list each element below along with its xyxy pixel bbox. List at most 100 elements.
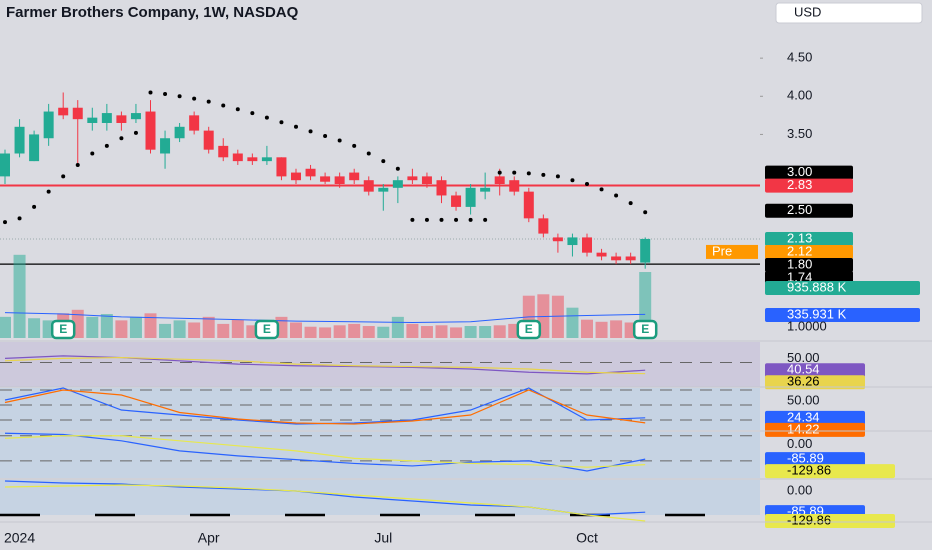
sar-dot bbox=[119, 136, 124, 141]
candle-body bbox=[145, 111, 156, 150]
indicator-line bbox=[4, 356, 646, 375]
chart-title: Farmer Brothers Company, 1W, NASDAQ bbox=[6, 4, 299, 21]
candle-body bbox=[567, 237, 578, 246]
sar-dot bbox=[206, 99, 211, 104]
volume-bar bbox=[129, 316, 142, 338]
sar-dot bbox=[643, 210, 648, 215]
earnings-icon bbox=[516, 319, 542, 340]
badge-label: 1.80 bbox=[787, 256, 812, 271]
sar-dot bbox=[294, 124, 298, 129]
sar-dot bbox=[381, 159, 386, 164]
sar-dot bbox=[468, 217, 473, 222]
badge-label: 3.00 bbox=[787, 164, 812, 179]
sar-dot bbox=[17, 216, 22, 221]
volume-ma bbox=[4, 312, 646, 323]
candle-body bbox=[582, 237, 592, 253]
sar-dot bbox=[366, 151, 371, 156]
sar-dot bbox=[483, 217, 488, 222]
price-badge bbox=[765, 178, 853, 193]
pre-tag bbox=[706, 244, 758, 259]
sar-dot bbox=[614, 193, 619, 198]
earnings-label: E bbox=[263, 322, 271, 336]
price-badge bbox=[765, 363, 865, 378]
price-badge bbox=[765, 203, 853, 218]
volume-bar bbox=[115, 320, 128, 338]
sar-dot bbox=[337, 138, 342, 143]
sar-dot bbox=[424, 217, 429, 222]
price-badge bbox=[765, 452, 865, 467]
currency-box[interactable] bbox=[775, 2, 923, 24]
badge-label: 335.931 K bbox=[787, 306, 847, 321]
sar-dot bbox=[439, 217, 444, 222]
price-badge bbox=[765, 308, 920, 322]
sar-dot bbox=[192, 96, 197, 101]
sar-dot bbox=[177, 94, 182, 99]
volume-bar bbox=[464, 326, 477, 338]
sar-dot bbox=[454, 217, 459, 222]
sar-dot bbox=[555, 174, 560, 179]
volume-bar bbox=[202, 316, 215, 338]
badge-label: 2.12 bbox=[787, 243, 812, 258]
candle-body bbox=[596, 252, 607, 257]
price-badge bbox=[765, 165, 853, 180]
volume-bar bbox=[100, 314, 113, 338]
sar-dot bbox=[570, 178, 575, 183]
candle-body bbox=[72, 107, 83, 120]
y-tick-label: 4.00 bbox=[787, 88, 812, 103]
volume-bar bbox=[13, 254, 26, 338]
badge-label: -129.86 bbox=[787, 463, 831, 478]
candle-body bbox=[538, 218, 549, 234]
candle-body bbox=[640, 238, 651, 263]
volume-bar bbox=[610, 320, 623, 338]
candle-body bbox=[189, 115, 200, 131]
candle-body bbox=[247, 157, 258, 162]
y-tick-label: 0.00 bbox=[787, 482, 812, 497]
earnings-icon bbox=[254, 319, 280, 340]
sar-dot bbox=[235, 107, 240, 112]
price-badge bbox=[765, 244, 853, 259]
badge-label: 40.54 bbox=[787, 362, 820, 377]
candle-body bbox=[232, 153, 243, 162]
candle-body bbox=[58, 107, 69, 116]
badge-label: -129.86 bbox=[787, 512, 831, 527]
price-badge bbox=[765, 231, 853, 246]
volume-bar bbox=[144, 313, 157, 338]
sar-dot bbox=[541, 172, 546, 177]
sar-dot bbox=[104, 143, 109, 148]
sar-dot bbox=[308, 129, 313, 134]
candle-body bbox=[87, 117, 98, 123]
candle-body bbox=[363, 180, 374, 192]
earnings-label: E bbox=[59, 322, 67, 336]
candle-body bbox=[101, 113, 112, 123]
volume-bar bbox=[188, 322, 201, 338]
volume-bar bbox=[290, 322, 302, 338]
sar-dot bbox=[32, 204, 37, 209]
candle-body bbox=[349, 172, 360, 181]
sar-dot bbox=[628, 201, 633, 206]
candle-body bbox=[320, 176, 331, 182]
y-tick-label: 4.50 bbox=[787, 50, 812, 65]
volume-bar bbox=[406, 323, 419, 338]
currency[interactable]: USD bbox=[794, 4, 821, 19]
x-tick-label: Apr bbox=[198, 530, 220, 546]
badge-label: 36.26 bbox=[787, 374, 820, 389]
badge-label: 14.22 bbox=[787, 421, 820, 436]
pre-label: Pre bbox=[712, 243, 732, 258]
sar-dot bbox=[323, 133, 328, 138]
badge-label: 935.888 K bbox=[787, 279, 847, 294]
y-tick-label: 50.00 bbox=[787, 392, 820, 407]
candle-body bbox=[291, 172, 301, 181]
volume-bar bbox=[333, 325, 346, 338]
volume-bar bbox=[231, 319, 244, 338]
volume-bar bbox=[86, 316, 99, 338]
volume-bar bbox=[595, 321, 608, 338]
candle-body bbox=[261, 157, 272, 162]
earnings-label: E bbox=[525, 322, 533, 336]
sar-dot bbox=[264, 115, 269, 120]
volume-bar bbox=[581, 319, 593, 338]
volume-bar bbox=[362, 326, 375, 338]
x-tick-label: 2024 bbox=[4, 530, 35, 546]
indicator-line bbox=[4, 435, 646, 468]
sar-dot bbox=[250, 111, 255, 116]
